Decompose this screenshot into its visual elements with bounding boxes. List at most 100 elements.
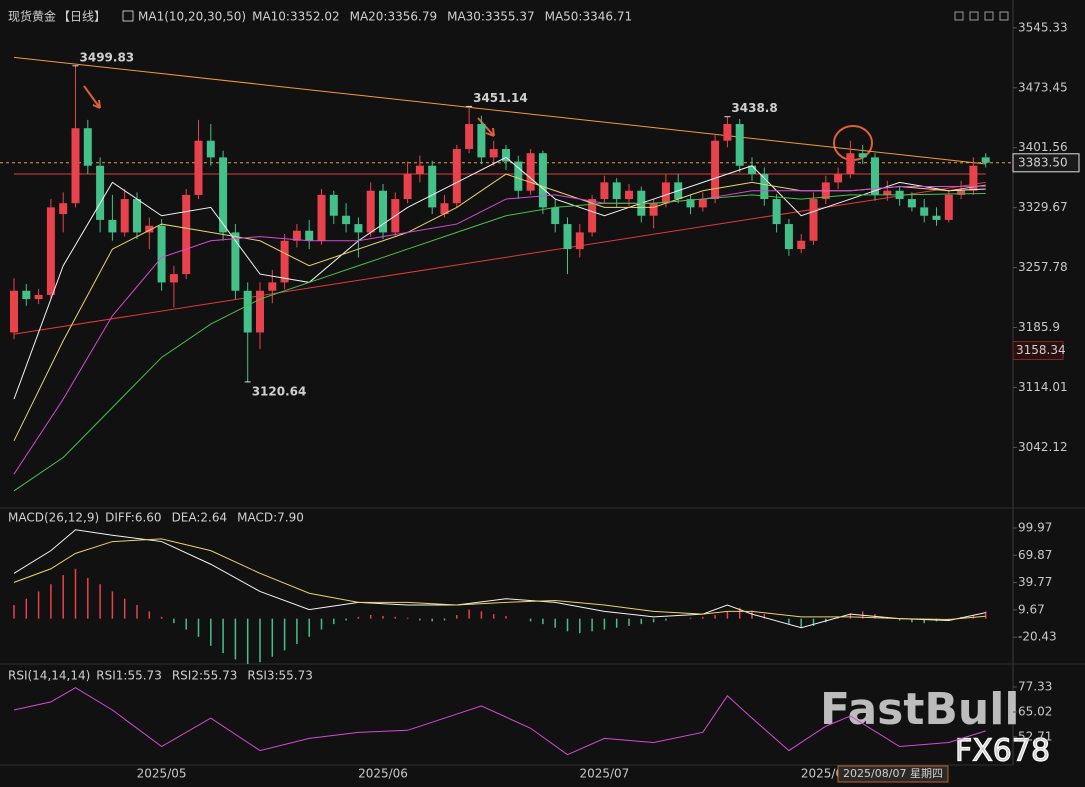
candle-body [59,203,68,215]
watermark: FastBull [820,684,1019,735]
candle-body [969,165,978,191]
candle-body [354,224,363,233]
y-tick-label: 3401.56 [1018,140,1068,154]
legend-item: DEA:2.64 [172,511,228,525]
y-tick-label: 3257.78 [1018,260,1068,274]
candle-body [71,128,80,204]
legend-item: DIFF:6.60 [105,511,161,525]
x-tick-label: 2025/07 [579,767,629,781]
cursor-box [837,765,949,783]
candle-body [711,140,720,200]
candle-body [243,290,252,333]
legend-item: MA20:3356.79 [350,10,438,24]
candle-body [834,174,843,183]
candle-body [22,290,31,300]
y-tick-label: 3042.12 [1018,440,1068,454]
x-tick-label: 2025/06 [358,767,408,781]
candle-body [145,225,154,233]
candle-body [784,224,793,250]
candle-body [748,165,756,175]
candle-body [305,230,314,241]
legend-item: MACD:7.90 [237,511,304,525]
indicator-name: MA1(10,20,30,50) [138,10,246,24]
candle-body [428,165,437,208]
candle-body [846,153,855,175]
candle-body [649,203,658,216]
candle-body [514,161,523,191]
candle-body [735,124,744,166]
icon[interactable] [999,11,1009,21]
y-tick-label: 77.33 [1018,680,1052,694]
candle-body [600,182,609,200]
legend-item: RSI1:55.73 [96,669,162,683]
candle-body [108,219,117,233]
candle-body [169,274,178,283]
candle-body [563,224,572,250]
icon[interactable] [954,11,964,21]
candle-body [366,190,375,233]
candle-body [194,140,203,195]
annotation-label: 3120.64 [252,384,307,398]
candle-body [625,190,633,200]
candle-body [932,215,941,220]
candle-body [944,194,953,220]
y-tick-label: 65.02 [1018,704,1052,718]
candle-body [920,207,929,216]
arrow [477,117,495,137]
legend-item: RSI3:55.73 [247,669,313,683]
candle-body [612,182,621,200]
candle-body [292,230,301,241]
candle-body [268,282,277,291]
period: 【日线】 [58,10,106,24]
chart-title: 现货黄金 [8,9,56,24]
y-tick-label: 9.67 [1018,602,1045,616]
icon[interactable] [969,11,979,21]
annotation-label: 3499.83 [80,50,135,64]
panel-title: MACD(26,12,9) [8,511,99,525]
candle-body [452,149,461,204]
candle-body [858,153,867,158]
price-label: 3383.50 [1018,155,1068,169]
y-tick-label: 3114.01 [1018,380,1068,394]
legend-item: MA30:3355.37 [447,10,535,24]
candle-body [526,153,535,191]
candle-body [219,157,228,233]
candle-body [120,199,129,233]
icon[interactable] [984,11,994,21]
candle-body [797,240,806,250]
x-tick-label: 2025/05 [137,767,187,781]
candle-body [440,203,449,215]
candle-body [661,182,670,204]
y-tick-label: 39.77 [1018,575,1052,589]
toolbar-icons[interactable] [954,11,1009,21]
legend-item: MA50:3346.71 [545,10,633,24]
candle-body [256,290,264,333]
panel-title: RSI(14,14,14) [8,669,90,683]
candle-body [723,124,732,141]
candle-body [477,124,486,158]
candle-body [157,225,166,283]
icon[interactable] [122,10,134,22]
candle-body [182,194,191,275]
candle-body [957,190,966,195]
annotation-label: 3438.8 [731,101,777,115]
candle-body [489,149,498,158]
candle-body [403,174,412,200]
y-tick-label: -20.43 [1018,630,1057,644]
candle-body [981,157,990,163]
indicator-line [13,538,986,621]
candle-body [280,240,289,283]
indicator-line [13,687,986,756]
price-box [1012,153,1080,173]
candle-body [502,149,510,162]
legend-item: MA10:3352.02 [252,10,340,24]
y-tick-label: 3473.45 [1018,80,1068,94]
price-box [1012,340,1064,360]
candle-body [206,140,215,158]
candle-body [231,232,240,291]
candle-body [342,215,351,225]
watermark: FX678 [955,734,1050,769]
candle-body [465,124,474,150]
